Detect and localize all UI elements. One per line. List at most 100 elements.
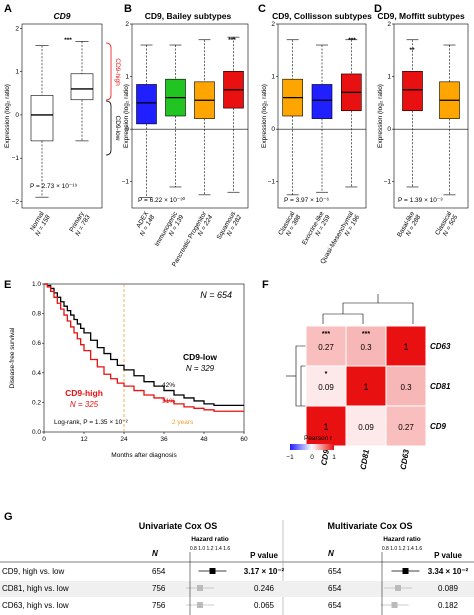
cd9-low-n: N = 329 (186, 364, 215, 373)
row-label: CD63, high vs. low (2, 601, 69, 610)
panel-d-title: CD9, Moffitt subtypes (377, 11, 465, 21)
e-xtick-label: 12 (80, 436, 88, 443)
panel-b-ytick-label: −1 (122, 179, 130, 186)
category-label: Basal-likeN = 288 (396, 210, 422, 242)
e-xtick-label: 0 (42, 436, 46, 443)
panel-e-letter: E (4, 279, 11, 291)
box-basal-like (402, 39, 423, 188)
heatmap-value: 0.27 (318, 343, 334, 352)
cd9-high-legend: CD9-high (65, 388, 103, 398)
pearson-legend-tick: 1 (332, 454, 336, 461)
cd9-low-bracket (105, 100, 112, 156)
multi-hr-header: Hazard ratio (383, 536, 421, 543)
panel-a-ytick-label: −2 (12, 199, 20, 206)
panel-a-ytick-label: −1 (12, 155, 20, 162)
box-exocrine-like (311, 44, 333, 193)
univariate-title: Univariate Cox OS (139, 521, 218, 531)
iqr-box (402, 71, 423, 112)
panel-b-yticks: 2 1 0 −1 (122, 21, 248, 186)
panel-b: B CD9, Bailey subtypes Expression (log₂ … (122, 3, 249, 268)
heatmap-row-label: CD9 (430, 422, 447, 431)
panel-a-ytick-label: 0 (15, 112, 19, 119)
uni-p-header: P value (250, 551, 278, 560)
table-row: CD9, high vs. low 654 654 3.17 × 10⁻² 3.34 ×… (2, 567, 469, 576)
category-label: PrimaryN = 783 (68, 210, 92, 238)
panel-d-yticks: 2 1 0 −1 (384, 21, 468, 186)
heatmap-row-label: CD63 (430, 342, 451, 351)
panel-d: D CD9, Moffitt subtypes Expression (log₂… (374, 3, 469, 242)
pearson-legend-tick: 0 (310, 454, 314, 461)
hr-point (402, 568, 409, 574)
heatmap-value: 0.09 (358, 423, 374, 432)
panel-d-significance: ** (409, 47, 415, 54)
pearson-legend-tick: −1 (286, 454, 294, 461)
e-ytick-label: 1.0 (32, 281, 41, 288)
category-label: SquamousN = 282 (216, 210, 244, 245)
panel-a-significance: *** (64, 37, 72, 44)
cox-table-rows: CD9, high vs. low 654 654 3.17 × 10⁻² 3.34 ×… (0, 552, 474, 615)
panel-g-letter: G (4, 511, 13, 523)
e-xtick-label: 60 (240, 436, 248, 443)
pearson-legend-title-text: Pearson r (304, 435, 333, 442)
table-row: CD81, high vs. low 756 654 0.246 0.089 (2, 584, 459, 593)
heatmap-value: 0.3 (360, 343, 372, 352)
panel-d-pvalue: P = 1.39 × 10⁻³ (398, 197, 443, 204)
box-classical (439, 44, 460, 196)
cd9-high-n: N = 325 (70, 400, 99, 409)
heatmap-value: 0.3 (400, 383, 412, 392)
multivariate-title: Multivariate Cox OS (327, 521, 412, 531)
hr-point (209, 568, 216, 574)
heatmap-value: 0.27 (398, 423, 414, 432)
multi-n: 654 (328, 584, 342, 593)
heatmap-significance: *** (362, 331, 370, 338)
e-ytick-label: 0.0 (32, 429, 41, 436)
multi-p: 3.34 × 10⁻² (428, 567, 469, 576)
panel-a: A CD9 Expression (log₂ ratio) 2 1 0 −1 −2 **… (4, 3, 121, 237)
cd9-high-bracket (105, 42, 112, 101)
category-label: ADEXN = 148 (133, 210, 157, 237)
multi-p: 0.182 (438, 601, 459, 610)
heatmap-significance: *** (322, 331, 330, 338)
panel-e-logrank: Log-rank, P = 1.35 × 10⁻² (54, 419, 129, 426)
multi-p-header: P value (434, 551, 462, 560)
heatmap-cell (345, 325, 387, 367)
cd9-low-bracket-label: CD9-low (114, 116, 121, 141)
uni-hr-ticks: 0.8 1.0 1.2 1.4 1.6 (190, 546, 231, 552)
row-label: CD81, high vs. low (2, 584, 69, 593)
panel-b-ytick-label: 2 (125, 21, 129, 28)
iqr-box (70, 73, 94, 101)
top-dendrogram-branch-b (322, 313, 364, 324)
panel-e-frame (43, 283, 245, 433)
multi-n-header: N (328, 549, 334, 558)
panel-d-xlabels: Basal-likeN = 288 ClassicalN = 505 (396, 210, 459, 242)
multi-p: 0.089 (438, 584, 459, 593)
heatmap-col-label: CD81 (359, 448, 372, 470)
e-ytick-label: 0.6 (32, 340, 41, 347)
uni-n-header: N (152, 549, 158, 558)
panel-e-ylabel: Disease-free survival (9, 327, 16, 388)
panel-b-letter: B (124, 3, 132, 15)
multi-n: 654 (328, 567, 342, 576)
heatmap-value: 1 (363, 382, 368, 392)
panel-b-ylabel: Expression (log₂ ratio) (123, 84, 130, 148)
uni-p: 0.065 (254, 601, 275, 610)
heatmap-cell (385, 405, 427, 447)
table-row-band (0, 581, 474, 597)
table-row: CD63, high vs. low 756 654 0.065 0.182 (2, 601, 459, 610)
km-curve-cd9-high (44, 283, 244, 412)
panel-c-ytick-label: 2 (271, 21, 275, 28)
panel-c-pvalue: P = 3.97 × 10⁻⁶ (284, 197, 329, 204)
hr-point (391, 602, 398, 608)
hr-point (197, 585, 203, 591)
iqr-box (136, 84, 157, 125)
heatmap-value: 1 (323, 422, 328, 432)
panel-b-significance: *** (228, 37, 236, 44)
box-squamous (223, 36, 244, 193)
hr-point (197, 602, 203, 608)
pearson-color-scale (290, 444, 334, 450)
panel-a-boxes (30, 41, 94, 198)
panel-c-significance: *** (348, 37, 356, 44)
